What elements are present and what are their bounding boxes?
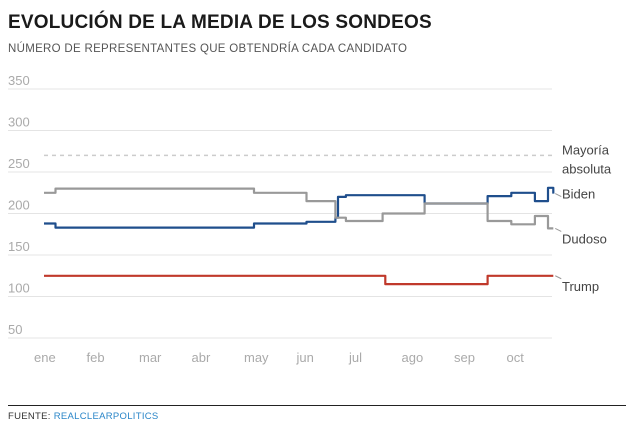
majority-label-line1: Mayoría: [562, 142, 610, 157]
chart-subtitle: NÚMERO DE REPRESENTANTES QUE OBTENDRÍA C…: [8, 43, 408, 55]
x-tick-label-ene: ene: [34, 350, 56, 365]
x-tick-label-jun: jun: [296, 350, 314, 365]
series-leader-biden: [555, 193, 562, 198]
series-leader-dudoso: [555, 227, 562, 232]
line-chart: 50 100 150 200 250 300 350 ene feb mar abr may jun j…: [8, 73, 612, 365]
x-tick-label-may: may: [244, 350, 269, 365]
y-tick-label-250: 250: [8, 156, 30, 171]
y-axis-ticks: 50 100 150 200 250 300 350: [8, 73, 30, 337]
series-label-trump: Trump: [562, 279, 599, 294]
x-tick-label-abr: abr: [192, 350, 211, 365]
footer-prefix: FUENTE:: [8, 411, 54, 422]
x-tick-label-mar: mar: [139, 350, 162, 365]
series-line-trump: [44, 274, 554, 286]
y-tick-label-350: 350: [8, 73, 30, 88]
series-labels: Biden Dudoso Trump: [555, 187, 607, 294]
y-tick-label-300: 300: [8, 115, 30, 130]
series-lines: [44, 186, 555, 286]
series-line-biden: [44, 186, 555, 229]
series-label-dudoso: Dudoso: [562, 231, 607, 246]
y-tick-label-50: 50: [8, 322, 22, 337]
x-tick-label-sep: sep: [454, 350, 475, 365]
y-tick-label-100: 100: [8, 281, 30, 296]
x-tick-label-oct: oct: [507, 350, 525, 365]
series-label-biden: Biden: [562, 187, 595, 202]
footer-source: FUENTE: REALCLEARPOLITICS: [8, 411, 159, 422]
y-tick-label-150: 150: [8, 239, 30, 254]
x-tick-label-jul: jul: [348, 350, 362, 365]
series-line-dudoso: [44, 187, 554, 230]
footer-divider: [8, 405, 626, 406]
x-tick-label-ago: ago: [402, 350, 424, 365]
x-tick-label-feb: feb: [87, 350, 105, 365]
majority-label-line2: absoluta: [562, 161, 612, 176]
y-tick-label-200: 200: [8, 198, 30, 213]
majority-reference: Mayoría absoluta: [44, 142, 612, 176]
chart-title: EVOLUCIÓN DE LA MEDIA DE LOS SONDEOS: [8, 12, 432, 33]
series-leader-trump: [555, 275, 562, 280]
grid-lines: [8, 88, 552, 339]
x-axis-ticks: ene feb mar abr may jun jul ago sep oct: [34, 350, 524, 365]
source-link[interactable]: REALCLEARPOLITICS: [53, 411, 159, 422]
